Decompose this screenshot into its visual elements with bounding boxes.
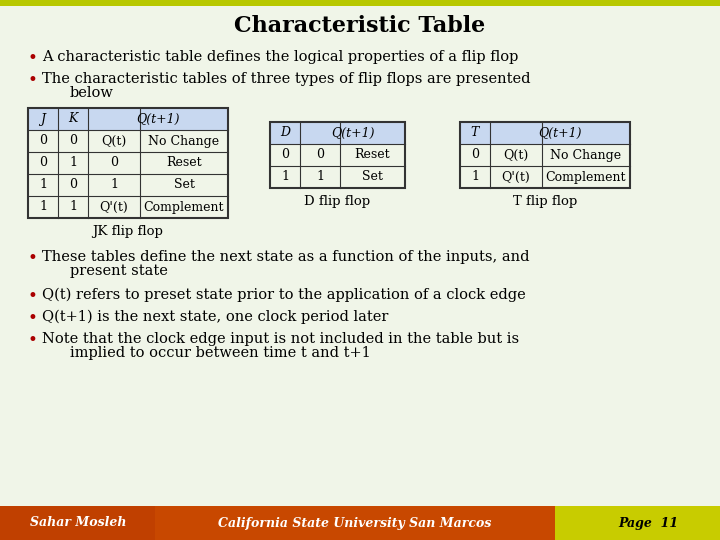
FancyBboxPatch shape — [0, 0, 720, 516]
Text: 1: 1 — [39, 200, 47, 213]
Text: Complement: Complement — [546, 171, 626, 184]
Bar — [28, 108, 228, 130]
Text: Q'(t): Q'(t) — [502, 171, 531, 184]
Text: 0: 0 — [316, 148, 324, 161]
Text: No Change: No Change — [550, 148, 621, 161]
Text: JK flip flop: JK flip flop — [93, 226, 163, 239]
Bar — [155, 506, 555, 540]
Bar — [460, 122, 630, 188]
Bar — [270, 122, 405, 144]
Text: below: below — [70, 86, 114, 100]
Text: •: • — [28, 332, 38, 349]
Text: 0: 0 — [110, 157, 118, 170]
Text: Q(t+1): Q(t+1) — [539, 126, 582, 139]
Text: These tables define the next state as a function of the inputs, and: These tables define the next state as a … — [42, 250, 529, 264]
Bar — [270, 122, 405, 188]
Bar — [28, 108, 228, 218]
Text: A characteristic table defines the logical properties of a flip flop: A characteristic table defines the logic… — [42, 50, 518, 64]
Text: 1: 1 — [69, 157, 77, 170]
Text: Q(t+1): Q(t+1) — [136, 112, 180, 125]
Bar — [0, 506, 155, 540]
Text: Characteristic Table: Characteristic Table — [235, 15, 485, 37]
Text: Reset: Reset — [355, 148, 390, 161]
Text: D: D — [280, 126, 290, 139]
Text: No Change: No Change — [148, 134, 220, 147]
Text: •: • — [28, 50, 38, 67]
Text: T: T — [471, 126, 480, 139]
Text: 1: 1 — [39, 179, 47, 192]
Text: •: • — [28, 250, 38, 267]
Text: D flip flop: D flip flop — [305, 195, 371, 208]
Text: Q(t) refers to preset state prior to the application of a clock edge: Q(t) refers to preset state prior to the… — [42, 288, 526, 302]
Text: present state: present state — [70, 264, 168, 278]
Text: 1: 1 — [281, 171, 289, 184]
Text: K: K — [68, 112, 78, 125]
Text: Complement: Complement — [144, 200, 224, 213]
Text: 0: 0 — [471, 148, 479, 161]
Text: J: J — [40, 112, 45, 125]
Text: T flip flop: T flip flop — [513, 195, 577, 208]
Text: 0: 0 — [39, 157, 47, 170]
Text: 0: 0 — [69, 179, 77, 192]
Text: The characteristic tables of three types of flip flops are presented: The characteristic tables of three types… — [42, 72, 531, 86]
Text: •: • — [28, 310, 38, 327]
Text: Q(t): Q(t) — [102, 134, 127, 147]
Bar — [555, 506, 720, 540]
Text: Q'(t): Q'(t) — [99, 200, 128, 213]
Text: 0: 0 — [281, 148, 289, 161]
Text: 0: 0 — [69, 134, 77, 147]
Text: 1: 1 — [316, 171, 324, 184]
Text: 1: 1 — [69, 200, 77, 213]
Text: Set: Set — [174, 179, 194, 192]
Text: 1: 1 — [110, 179, 118, 192]
Text: California State University San Marcos: California State University San Marcos — [218, 516, 492, 530]
Text: Reset: Reset — [166, 157, 202, 170]
Text: Note that the clock edge input is not included in the table but is: Note that the clock edge input is not in… — [42, 332, 519, 346]
Text: Sahar Mosleh: Sahar Mosleh — [30, 516, 126, 530]
Bar — [460, 122, 630, 144]
Text: 1: 1 — [471, 171, 479, 184]
Text: •: • — [28, 72, 38, 89]
Text: Q(t+1): Q(t+1) — [330, 126, 374, 139]
Text: Q(t): Q(t) — [503, 148, 528, 161]
Text: •: • — [28, 288, 38, 305]
Bar — [0, 0, 720, 6]
Text: Page  11: Page 11 — [618, 516, 678, 530]
Text: Q(t+1) is the next state, one clock period later: Q(t+1) is the next state, one clock peri… — [42, 310, 388, 325]
Text: Set: Set — [362, 171, 383, 184]
Text: 0: 0 — [39, 134, 47, 147]
Text: implied to occur between time t and t+1: implied to occur between time t and t+1 — [70, 346, 371, 360]
